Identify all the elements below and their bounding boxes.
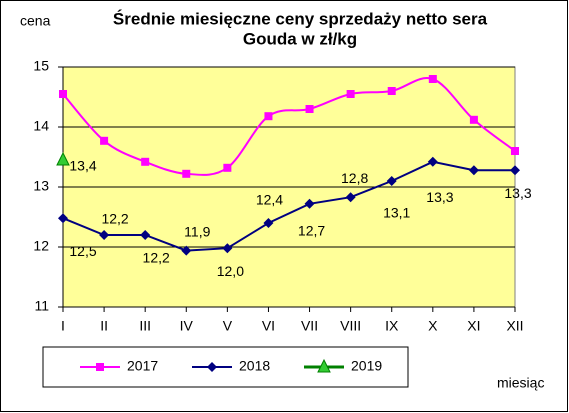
series-line	[62, 160, 515, 252]
data-point	[141, 157, 150, 166]
data-label: 11,9	[184, 223, 210, 239]
data-point	[468, 165, 479, 176]
x-tick-label: VI	[262, 318, 275, 334]
data-label: 13,4	[69, 158, 96, 174]
y-tick-label: 13	[33, 178, 49, 194]
x-tick-label: IV	[180, 318, 194, 334]
data-point	[58, 213, 68, 224]
x-tick-label: VIII	[340, 318, 361, 334]
data-point	[59, 90, 67, 98]
data-point	[182, 169, 191, 178]
data-point	[427, 156, 438, 167]
data-label: 12,7	[298, 223, 325, 239]
data-label: 13,3	[504, 185, 531, 201]
data-point	[345, 192, 356, 203]
data-point	[304, 198, 315, 209]
x-axis-label: miesiąc	[497, 375, 544, 391]
chart-title: Gouda w zł/kg	[243, 29, 357, 48]
data-point	[263, 218, 274, 228]
data-label: 12,5	[69, 243, 96, 259]
data-label: 13,1	[383, 205, 410, 221]
data-point	[305, 105, 314, 113]
data-point	[140, 230, 151, 240]
data-point	[264, 112, 273, 121]
x-tick-label: VII	[301, 318, 318, 334]
y-tick-label: 11	[34, 298, 49, 314]
x-tick-label: III	[139, 318, 151, 334]
data-point	[100, 136, 109, 145]
legend-label: 2019	[351, 358, 382, 374]
data-point	[222, 243, 233, 254]
data-point	[181, 245, 192, 256]
data-label: 12,2	[143, 250, 170, 266]
y-axis-label: cena	[20, 13, 51, 29]
data-label: 12,4	[256, 192, 283, 208]
data-label: 12,8	[341, 170, 368, 186]
data-point	[511, 147, 519, 155]
legend-label: 2018	[239, 358, 270, 374]
y-tick-label: 14	[33, 118, 49, 134]
data-point	[428, 75, 437, 83]
data-point	[223, 163, 232, 172]
data-point	[386, 176, 397, 186]
data-point	[387, 87, 396, 95]
data-label: 12,0	[217, 263, 244, 279]
data-point	[469, 115, 478, 124]
data-label: 12,2	[101, 211, 128, 227]
chart-title: Średnie miesięczne ceny sprzedaży netto …	[113, 9, 488, 28]
legend-marker	[96, 363, 104, 371]
legend-label: 2017	[127, 358, 158, 374]
data-point	[346, 90, 355, 98]
legend-marker	[317, 358, 331, 373]
x-tick-label: V	[223, 318, 233, 334]
data-point	[56, 151, 70, 166]
data-label: 13,3	[426, 189, 453, 205]
x-tick-label: IX	[385, 318, 399, 334]
y-tick-label: 12	[33, 238, 49, 254]
data-point	[99, 230, 110, 240]
x-tick-label: II	[100, 318, 108, 334]
y-tick-label: 15	[33, 58, 49, 74]
x-tick-label: I	[61, 318, 65, 334]
x-tick-label: X	[428, 318, 438, 334]
legend-marker	[207, 362, 217, 372]
x-tick-label: XI	[467, 318, 480, 334]
data-point	[510, 165, 520, 176]
x-tick-label: XII	[506, 318, 523, 334]
